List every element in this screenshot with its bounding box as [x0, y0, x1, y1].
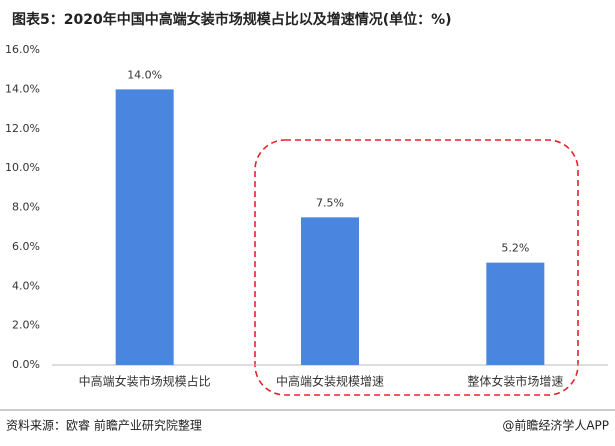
source: 资料来源：欧睿 前瞻产业研究院整理	[6, 418, 202, 433]
x-tick-label: 整体女装市场增速	[467, 374, 563, 389]
value-label: 14.0%	[127, 68, 162, 81]
y-tick-label: 14.0%	[5, 82, 40, 95]
credit: @前瞻经济学人APP	[502, 418, 609, 433]
value-label: 7.5%	[316, 196, 344, 209]
y-tick-label: 16.0%	[5, 43, 40, 56]
bar	[301, 217, 359, 365]
x-tick-label: 中高端女装市场规模占比	[79, 374, 211, 389]
y-tick-label: 0.0%	[12, 358, 40, 371]
y-tick-label: 8.0%	[12, 201, 40, 214]
bar	[486, 262, 545, 365]
y-tick-label: 6.0%	[12, 240, 40, 253]
y-tick-label: 2.0%	[12, 319, 40, 332]
value-label: 5.2%	[501, 242, 529, 255]
y-tick-label: 10.0%	[5, 161, 40, 174]
chart-title: 图表5：2020年中国中高端女装市场规模占比以及增速情况(单位：%)	[12, 11, 452, 28]
bar	[115, 89, 174, 365]
highlight-box	[254, 139, 579, 396]
x-tick-label: 中高端女装规模增速	[276, 374, 384, 389]
y-tick-label: 12.0%	[5, 122, 40, 135]
y-tick-label: 4.0%	[12, 279, 40, 292]
